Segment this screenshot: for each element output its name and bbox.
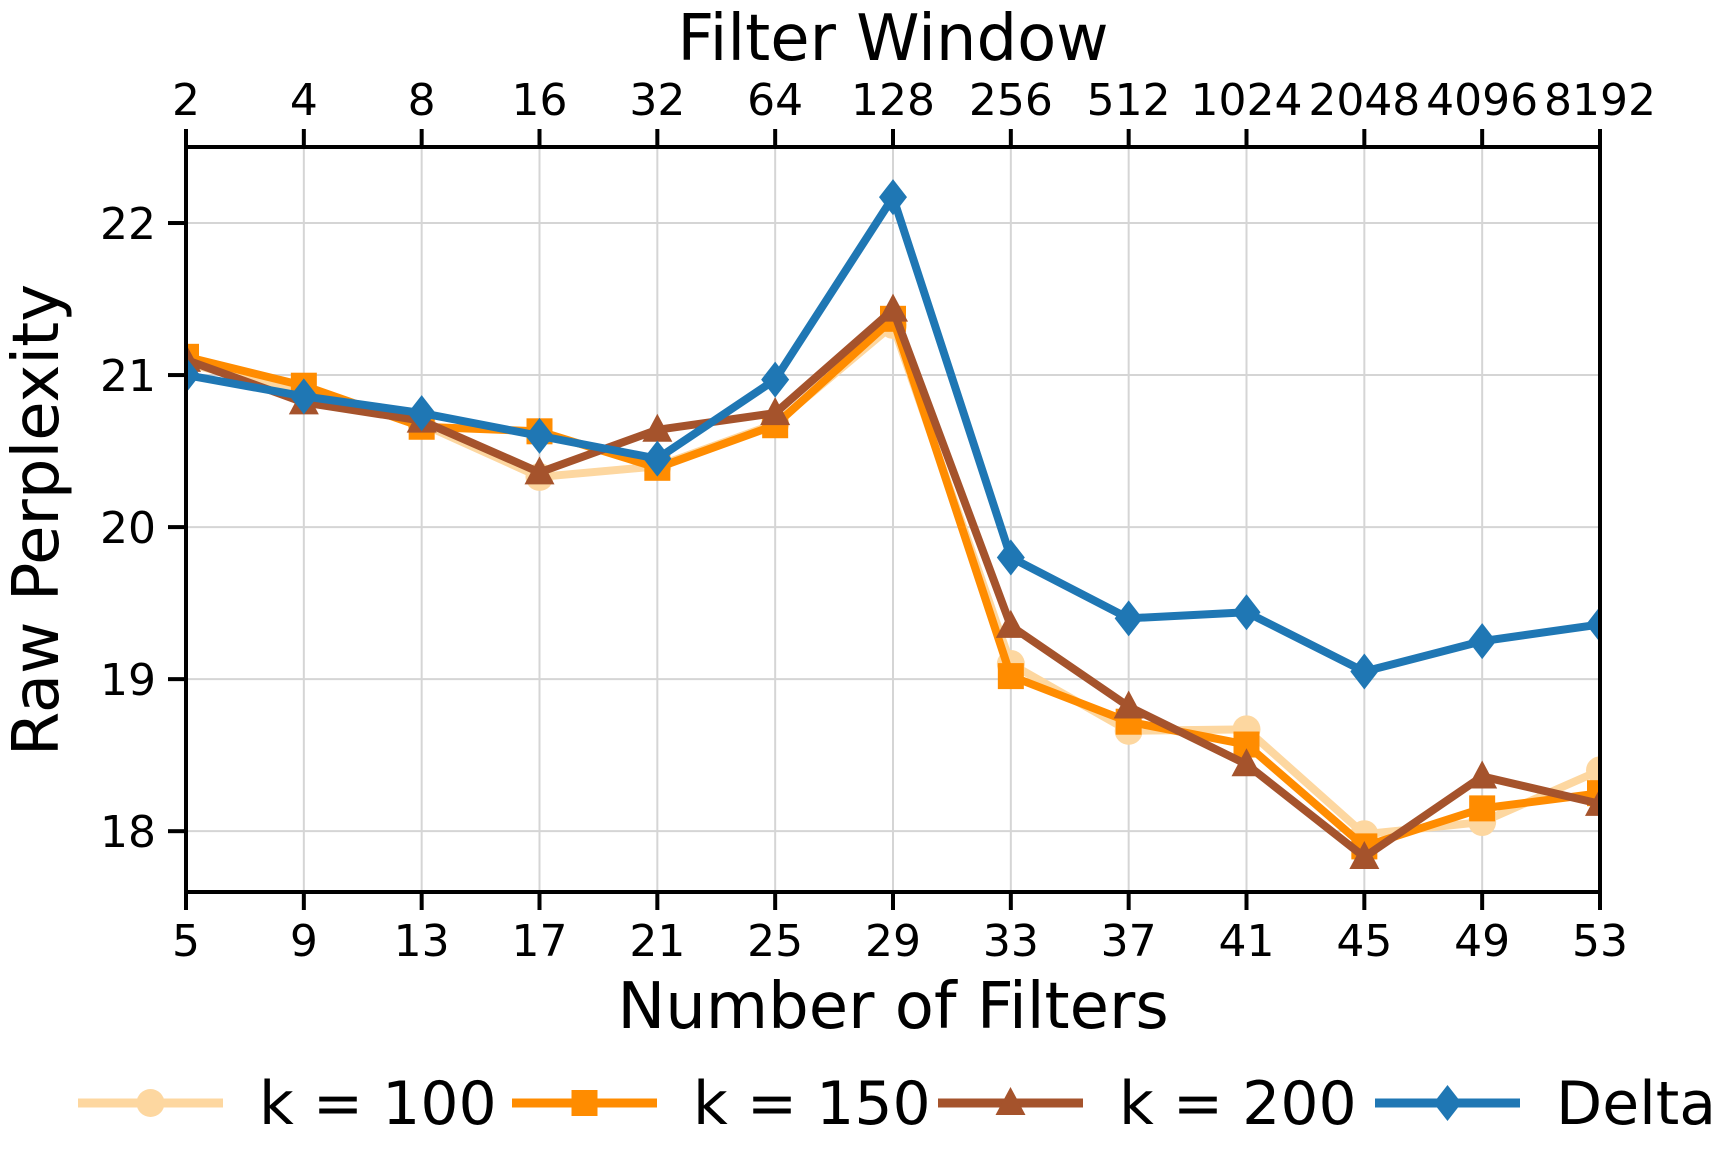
data-point-square — [997, 663, 1024, 690]
axes-spines-and-ticks — [168, 129, 1602, 910]
data-point-triangle — [1585, 787, 1600, 816]
data-point-diamond — [289, 378, 318, 415]
top-tick-label: 512 — [1087, 75, 1171, 126]
top-tick-label: 64 — [747, 75, 803, 126]
plot-border — [184, 145, 1602, 894]
bottom-tick-label: 13 — [394, 916, 450, 967]
legend-label: k = 100 — [259, 1069, 497, 1139]
data-series — [186, 179, 1600, 870]
top-tick-label: 4096 — [1426, 75, 1538, 126]
top-tick-label: 2 — [172, 75, 200, 126]
top-tick-label: 16 — [512, 75, 568, 126]
data-point-triangle — [760, 397, 791, 426]
data-point-diamond — [525, 417, 554, 454]
y-tick-label: 20 — [100, 503, 156, 554]
bottom-tick-label: 29 — [865, 916, 921, 967]
legend-label: k = 150 — [693, 1069, 931, 1139]
data-point-diamond — [186, 357, 200, 394]
bottom-tick-label: 17 — [512, 916, 568, 967]
data-point-diamond — [1232, 594, 1261, 631]
chart-legend: k = 100 k = 150 k = 200 Delta — [78, 1069, 1716, 1139]
data-point-diamond — [761, 361, 790, 398]
bottom-tick-label: 5 — [172, 916, 200, 967]
bottom-tick-label: 41 — [1219, 916, 1275, 967]
data-point-diamond — [407, 395, 436, 432]
top-tick-label: 1024 — [1191, 75, 1303, 126]
y-tick-label: 21 — [100, 351, 156, 402]
data-point-triangle — [642, 413, 673, 442]
top-axis-title: Filter Window — [677, 2, 1108, 76]
bottom-tick-label: 25 — [747, 916, 803, 967]
bottom-tick-label: 45 — [1336, 916, 1392, 967]
data-point-square — [1469, 795, 1496, 822]
top-tick-label: 8192 — [1544, 75, 1656, 126]
series-Delta — [186, 179, 1600, 690]
bottom-tick-label: 21 — [629, 916, 685, 967]
bottom-tick-label: 33 — [983, 916, 1039, 967]
bottom-tick-label: 53 — [1572, 916, 1628, 967]
circle-legend-marker — [136, 1089, 165, 1117]
data-point-triangle — [995, 609, 1026, 638]
top-tick-label: 128 — [851, 75, 935, 126]
data-point-diamond — [996, 539, 1025, 576]
data-point-diamond — [1350, 653, 1379, 690]
data-point-triangle — [1349, 841, 1380, 870]
legend-label: Delta — [1556, 1069, 1716, 1139]
legend-item-k=100: k = 100 — [78, 1069, 497, 1139]
y-tick-label: 22 — [100, 199, 156, 250]
data-point-diamond — [1468, 623, 1497, 660]
y-axis-title: Raw Perplexity — [0, 284, 74, 756]
tick-labels: 2549813161732216425128292563351237102441… — [100, 75, 1656, 967]
top-tick-label: 256 — [969, 75, 1053, 126]
bottom-axis-title: Number of Filters — [617, 970, 1168, 1044]
bottom-tick-label: 37 — [1101, 916, 1157, 967]
triangle-legend-marker — [995, 1087, 1026, 1115]
data-point-triangle — [1113, 690, 1144, 719]
y-tick-label: 18 — [100, 807, 156, 858]
data-point-diamond — [643, 440, 672, 477]
data-point-triangle — [1231, 748, 1262, 777]
data-point-triangle — [1467, 760, 1498, 789]
data-point-diamond — [1586, 606, 1600, 643]
diamond-legend-marker — [1433, 1085, 1462, 1121]
bottom-tick-label: 9 — [290, 916, 318, 967]
data-point-diamond — [1114, 600, 1143, 637]
gridlines — [185, 147, 1601, 892]
top-tick-label: 32 — [629, 75, 685, 126]
data-point-triangle — [878, 293, 908, 322]
top-tick-label: 8 — [408, 75, 436, 126]
legend-item-k=200: k = 200 — [938, 1069, 1357, 1139]
legend-item-Delta: Delta — [1375, 1069, 1716, 1139]
data-point-circle — [1586, 756, 1600, 785]
top-tick-label: 4 — [290, 75, 318, 126]
legend-item-k=150: k = 150 — [512, 1069, 931, 1139]
bottom-tick-label: 49 — [1454, 916, 1510, 967]
data-point-triangle — [524, 456, 555, 485]
data-point-diamond — [879, 179, 907, 216]
legend-label: k = 200 — [1119, 1069, 1357, 1139]
square-legend-marker — [571, 1090, 598, 1116]
top-tick-label: 2048 — [1308, 75, 1420, 126]
y-tick-label: 19 — [100, 655, 156, 706]
